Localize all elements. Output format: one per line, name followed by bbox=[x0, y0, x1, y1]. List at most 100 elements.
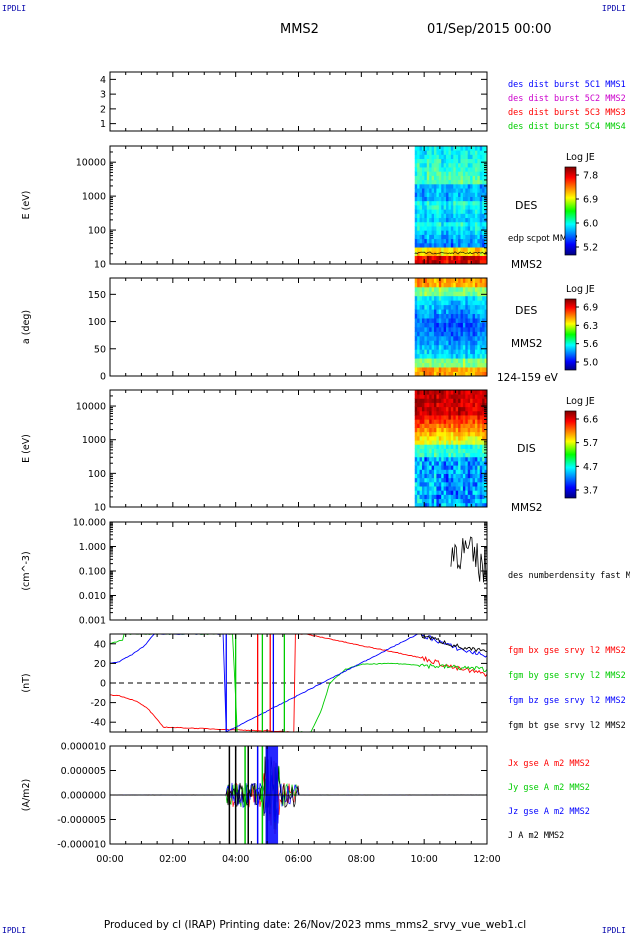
y-tick-label-burst-1: 3 bbox=[100, 90, 106, 101]
heatmap-cell-des_pitch bbox=[467, 367, 471, 372]
heatmap-cell-des_pitch bbox=[448, 286, 452, 292]
heatmap-cell-des_energy bbox=[431, 221, 435, 227]
heatmap-cell-dis_energy bbox=[477, 444, 481, 449]
heatmap-cell-des_energy bbox=[450, 255, 454, 261]
heatmap-cell-des_pitch bbox=[462, 318, 466, 323]
heatmap-cell-des_energy bbox=[474, 179, 478, 185]
y-axis-label-des_pitch: a (deg) bbox=[21, 310, 32, 344]
heatmap-cell-des_energy bbox=[436, 221, 440, 227]
heatmap-cell-dis_energy bbox=[470, 481, 473, 487]
heatmap-cell-dis_energy bbox=[421, 435, 425, 441]
heatmap-cell-des_pitch bbox=[426, 335, 430, 341]
heatmap-cell-des_energy bbox=[462, 209, 466, 214]
heatmap-cell-dis_energy bbox=[434, 452, 437, 458]
heatmap-cell-des_pitch bbox=[472, 318, 476, 323]
heatmap-cell-des_energy bbox=[421, 247, 425, 252]
heatmap-cell-des_energy bbox=[482, 242, 485, 248]
heatmap-cell-dis_energy bbox=[460, 481, 464, 487]
heatmap-cell-des_pitch bbox=[441, 313, 445, 319]
heatmap-cell-dis_energy bbox=[467, 465, 471, 470]
panel-frame-density bbox=[109, 521, 488, 621]
heatmap-cell-des_pitch bbox=[441, 291, 445, 297]
heatmap-cell-dis_energy bbox=[455, 465, 459, 470]
heatmap-cell-dis_energy bbox=[467, 402, 471, 408]
heatmap-cell-des_energy bbox=[470, 255, 473, 261]
heatmap-cell-des_pitch bbox=[429, 318, 432, 323]
heatmap-cell-des_energy bbox=[417, 196, 420, 202]
heatmap-cell-dis_energy bbox=[453, 402, 457, 408]
heatmap-cell-dis_energy bbox=[462, 481, 466, 487]
heatmap-cell-des_energy bbox=[446, 217, 449, 223]
heatmap-cell-des_energy bbox=[448, 242, 452, 248]
heatmap-cell-des_pitch bbox=[417, 295, 420, 301]
heatmap-cell-des_pitch bbox=[455, 340, 459, 346]
heatmap-cell-des_energy bbox=[460, 200, 464, 206]
heatmap-cell-dis_energy bbox=[441, 410, 445, 416]
heatmap-cell-des_pitch bbox=[434, 309, 437, 315]
heatmap-cell-dis_energy bbox=[421, 461, 425, 466]
heatmap-cell-des_pitch bbox=[446, 344, 449, 350]
heatmap-cell-dis_energy bbox=[426, 398, 430, 403]
heatmap-cell-des_energy bbox=[465, 188, 469, 193]
heatmap-cell-des_pitch bbox=[484, 313, 488, 319]
heatmap-cell-dis_energy bbox=[477, 477, 481, 483]
heatmap-cell-des_pitch bbox=[426, 318, 430, 323]
heatmap-cell-des_energy bbox=[462, 205, 466, 210]
heatmap-cell-des_pitch bbox=[414, 291, 418, 297]
heatmap-cell-des_pitch bbox=[424, 295, 428, 301]
heatmap-cell-des_energy bbox=[443, 217, 447, 223]
heatmap-cell-des_energy bbox=[474, 196, 478, 202]
heatmap-cell-des_energy bbox=[434, 238, 437, 244]
heatmap-cell-des_energy bbox=[429, 205, 432, 210]
heatmap-cell-des_pitch bbox=[436, 331, 440, 337]
heatmap-cell-des_pitch bbox=[450, 318, 454, 323]
heatmap-cell-dis_energy bbox=[436, 444, 440, 449]
heatmap-cell-des_pitch bbox=[441, 304, 445, 310]
heatmap-cell-des_energy bbox=[424, 192, 428, 197]
heatmap-cell-des_energy bbox=[426, 146, 430, 151]
heatmap-cell-dis_energy bbox=[424, 394, 428, 399]
heatmap-cell-dis_energy bbox=[414, 448, 418, 454]
heatmap-cell-dis_energy bbox=[417, 427, 420, 433]
heatmap-cell-dis_energy bbox=[460, 469, 464, 474]
heatmap-cell-des_energy bbox=[458, 183, 461, 189]
heatmap-cell-des_energy bbox=[477, 175, 481, 181]
heatmap-cell-des_energy bbox=[419, 230, 423, 235]
heatmap-cell-dis_energy bbox=[434, 465, 437, 470]
heatmap-cell-dis_energy bbox=[474, 406, 478, 412]
heatmap-cell-des_pitch bbox=[448, 300, 452, 306]
heatmap-cell-des_pitch bbox=[458, 322, 461, 328]
heatmap-cell-dis_energy bbox=[470, 448, 473, 454]
heatmap-cell-des_pitch bbox=[472, 331, 476, 337]
heatmap-cell-des_pitch bbox=[458, 318, 461, 323]
heatmap-cell-dis_energy bbox=[470, 440, 473, 445]
heatmap-cell-des_pitch bbox=[477, 300, 481, 306]
heatmap-cell-des_pitch bbox=[441, 309, 445, 315]
heatmap-cell-des_pitch bbox=[477, 327, 481, 332]
heatmap-cell-des_energy bbox=[465, 171, 469, 176]
heatmap-cell-des_energy bbox=[472, 188, 476, 193]
heatmap-cell-des_pitch bbox=[424, 282, 428, 288]
heatmap-cell-des_pitch bbox=[417, 344, 420, 350]
heatmap-cell-des_pitch bbox=[458, 362, 461, 368]
heatmap-cell-dis_energy bbox=[414, 498, 418, 504]
heatmap-cell-dis_energy bbox=[467, 502, 471, 508]
heatmap-cell-des_pitch bbox=[462, 300, 466, 306]
heatmap-cell-des_energy bbox=[477, 183, 481, 189]
heatmap-cell-dis_energy bbox=[460, 390, 464, 395]
heatmap-cell-dis_energy bbox=[462, 423, 466, 429]
heatmap-cell-des_energy bbox=[443, 192, 447, 197]
heatmap-cell-dis_energy bbox=[479, 444, 483, 449]
heatmap-cell-dis_energy bbox=[443, 415, 447, 420]
heatmap-cell-des_pitch bbox=[460, 344, 464, 350]
heatmap-cell-dis_energy bbox=[414, 406, 418, 412]
heatmap-cell-dis_energy bbox=[434, 440, 437, 445]
heatmap-cell-des_energy bbox=[436, 167, 440, 172]
heatmap-cell-des_pitch bbox=[443, 282, 447, 288]
heatmap-cell-dis_energy bbox=[446, 394, 449, 399]
heatmap-cell-dis_energy bbox=[438, 481, 442, 487]
heatmap-cell-des_pitch bbox=[417, 358, 420, 364]
heatmap-cell-dis_energy bbox=[450, 481, 454, 487]
heatmap-cell-des_energy bbox=[467, 255, 471, 261]
heatmap-cell-dis_energy bbox=[446, 465, 449, 470]
